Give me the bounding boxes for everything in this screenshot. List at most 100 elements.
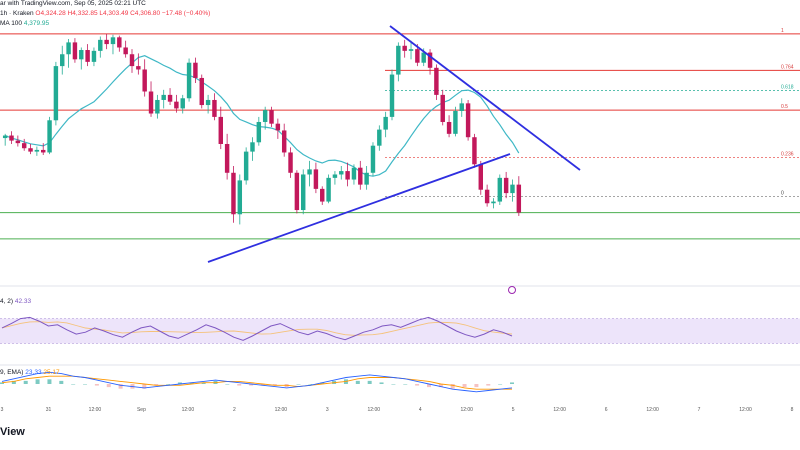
candle xyxy=(408,40,414,60)
candle-body xyxy=(155,99,160,114)
x-axis-tick-label: 12:00 xyxy=(89,407,102,413)
candle xyxy=(34,146,40,156)
candle xyxy=(446,115,452,138)
x-axis-tick-label: 6 xyxy=(605,407,608,413)
candle-body xyxy=(377,129,382,146)
falling-resistance-trendline xyxy=(389,25,581,171)
candle xyxy=(21,138,27,151)
candle xyxy=(275,118,281,139)
candle-body xyxy=(345,171,350,180)
candle xyxy=(123,40,128,58)
rising-support-trendline xyxy=(207,153,511,263)
candle-body xyxy=(117,37,122,48)
macd-histogram-bar xyxy=(379,382,384,384)
candle xyxy=(91,47,97,67)
candle-body xyxy=(9,135,14,141)
macd-value-1: 23.33 xyxy=(25,369,42,376)
candle-body xyxy=(402,45,407,51)
candle-body xyxy=(85,50,90,62)
candle xyxy=(332,171,338,185)
candle xyxy=(491,198,496,209)
candle-body xyxy=(313,169,319,189)
candle xyxy=(231,166,236,223)
candle xyxy=(199,74,204,109)
candle xyxy=(370,142,376,177)
candle-body xyxy=(427,52,433,68)
candle-body xyxy=(98,39,103,51)
candle xyxy=(212,93,217,121)
candle-body xyxy=(256,121,262,143)
candle-body xyxy=(41,149,46,153)
x-axis-tick-label: 12:00 xyxy=(460,407,473,413)
candle-body xyxy=(269,110,274,124)
candle-body xyxy=(389,74,395,117)
candle xyxy=(85,44,90,67)
candle xyxy=(307,160,312,187)
candle xyxy=(98,36,103,58)
x-axis-tick-label: 12:00 xyxy=(368,407,381,413)
macd-histogram-bar xyxy=(201,382,206,384)
candle xyxy=(383,111,388,138)
candle-body xyxy=(446,121,452,134)
candle xyxy=(465,99,471,141)
candle-body xyxy=(66,42,71,55)
candle xyxy=(41,143,46,155)
macd-histogram-bar xyxy=(177,382,182,384)
macd-histogram-bar xyxy=(35,379,40,384)
candle xyxy=(256,116,262,146)
candle-body xyxy=(510,184,515,194)
candle xyxy=(104,33,109,50)
macd-histogram-bar xyxy=(23,380,28,384)
candle xyxy=(326,174,331,204)
macd-histogram-bar xyxy=(260,384,265,386)
x-axis-tick-label: Sep xyxy=(137,407,146,413)
candle-body xyxy=(497,177,503,202)
macd-histogram-bar xyxy=(391,384,396,385)
candle xyxy=(53,61,59,126)
macd-histogram-bar xyxy=(403,384,408,385)
candle xyxy=(60,45,65,75)
candle xyxy=(218,106,223,150)
macd-histogram-bar xyxy=(498,384,503,385)
candle xyxy=(180,94,185,114)
x-axis-tick-label: 3 xyxy=(326,407,329,413)
candle-body xyxy=(243,151,249,181)
macd-histogram-bar xyxy=(510,382,514,384)
candle-body xyxy=(370,145,376,173)
candle-body xyxy=(212,99,217,117)
candle xyxy=(47,116,52,155)
candle-body xyxy=(53,66,59,121)
tradingview-logo-text: View xyxy=(0,426,25,438)
candle-body xyxy=(174,101,179,109)
candle xyxy=(396,42,401,82)
macd-histogram-bar xyxy=(83,384,88,385)
candle xyxy=(427,49,433,75)
candle xyxy=(459,98,464,117)
header-line-1: ar with TradingView.com, Sep 05, 2025 02… xyxy=(0,0,146,7)
macd-header: 9, EMA) 23.33 25.17 xyxy=(0,369,60,376)
rsi-line xyxy=(1,316,513,341)
macd-label: 9, EMA) xyxy=(0,369,24,376)
candle xyxy=(28,143,33,155)
candle-body xyxy=(434,67,439,95)
candle-body xyxy=(408,49,414,51)
candle-body xyxy=(123,47,128,55)
candle-body xyxy=(351,167,357,180)
candle xyxy=(161,89,166,109)
candle-body xyxy=(205,99,211,106)
candle xyxy=(434,64,439,100)
candle-body xyxy=(21,143,27,149)
ohlc-readout: O4,324.28 H4,332.85 L4,303.49 C4,306.80 … xyxy=(35,10,211,17)
macd-histogram-bar xyxy=(486,384,491,386)
candle-body xyxy=(281,130,287,153)
x-axis-tick-label: 5 xyxy=(512,407,515,413)
candle-body xyxy=(167,94,173,102)
fib-level-label: 0.618 xyxy=(781,85,794,91)
candle xyxy=(66,39,71,68)
macd-histogram-bar xyxy=(296,384,301,385)
rsi-label: 4, 2) xyxy=(0,298,14,305)
rsi-band xyxy=(0,318,800,344)
candle-body xyxy=(231,172,236,215)
macd-histogram-bar xyxy=(355,380,360,384)
